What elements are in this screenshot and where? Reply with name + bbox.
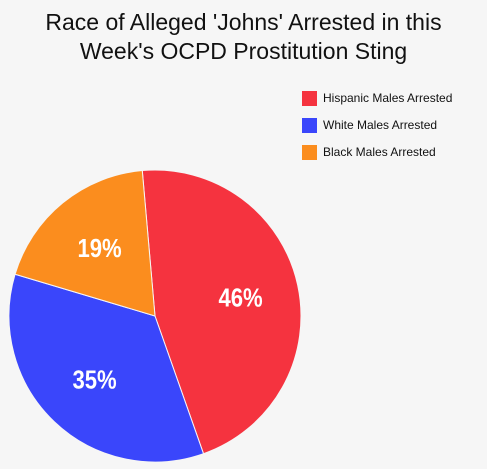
legend-swatch-black: [302, 144, 317, 160]
chart-title: Race of Alleged 'Johns' Arrested in this…: [0, 8, 487, 66]
pie-label-white: 35%: [72, 366, 116, 395]
legend-item-black: Black Males Arrested: [302, 144, 452, 160]
legend-item-white: White Males Arrested: [302, 117, 452, 133]
chart-legend: Hispanic Males Arrested White Males Arre…: [302, 90, 452, 171]
legend-label-black: Black Males Arrested: [323, 145, 436, 159]
pie-label-hispanic: 46%: [218, 284, 262, 313]
legend-label-hispanic: Hispanic Males Arrested: [323, 91, 453, 105]
pie-slice-white: [8, 273, 205, 463]
legend-label-white: White Males Arrested: [323, 118, 438, 132]
pie-slice-black: [14, 170, 156, 317]
chart-title-line-2: Week's OCPD Prostitution Sting: [79, 38, 408, 64]
pie-label-black: 19%: [77, 234, 121, 263]
legend-swatch-hispanic: [302, 90, 317, 106]
chart-title-line-1: Race of Alleged 'Johns' Arrested in this: [45, 9, 442, 35]
legend-swatch-white: [302, 117, 317, 133]
pie-slice-hispanic: [141, 169, 302, 455]
legend-item-hispanic: Hispanic Males Arrested: [302, 90, 452, 106]
